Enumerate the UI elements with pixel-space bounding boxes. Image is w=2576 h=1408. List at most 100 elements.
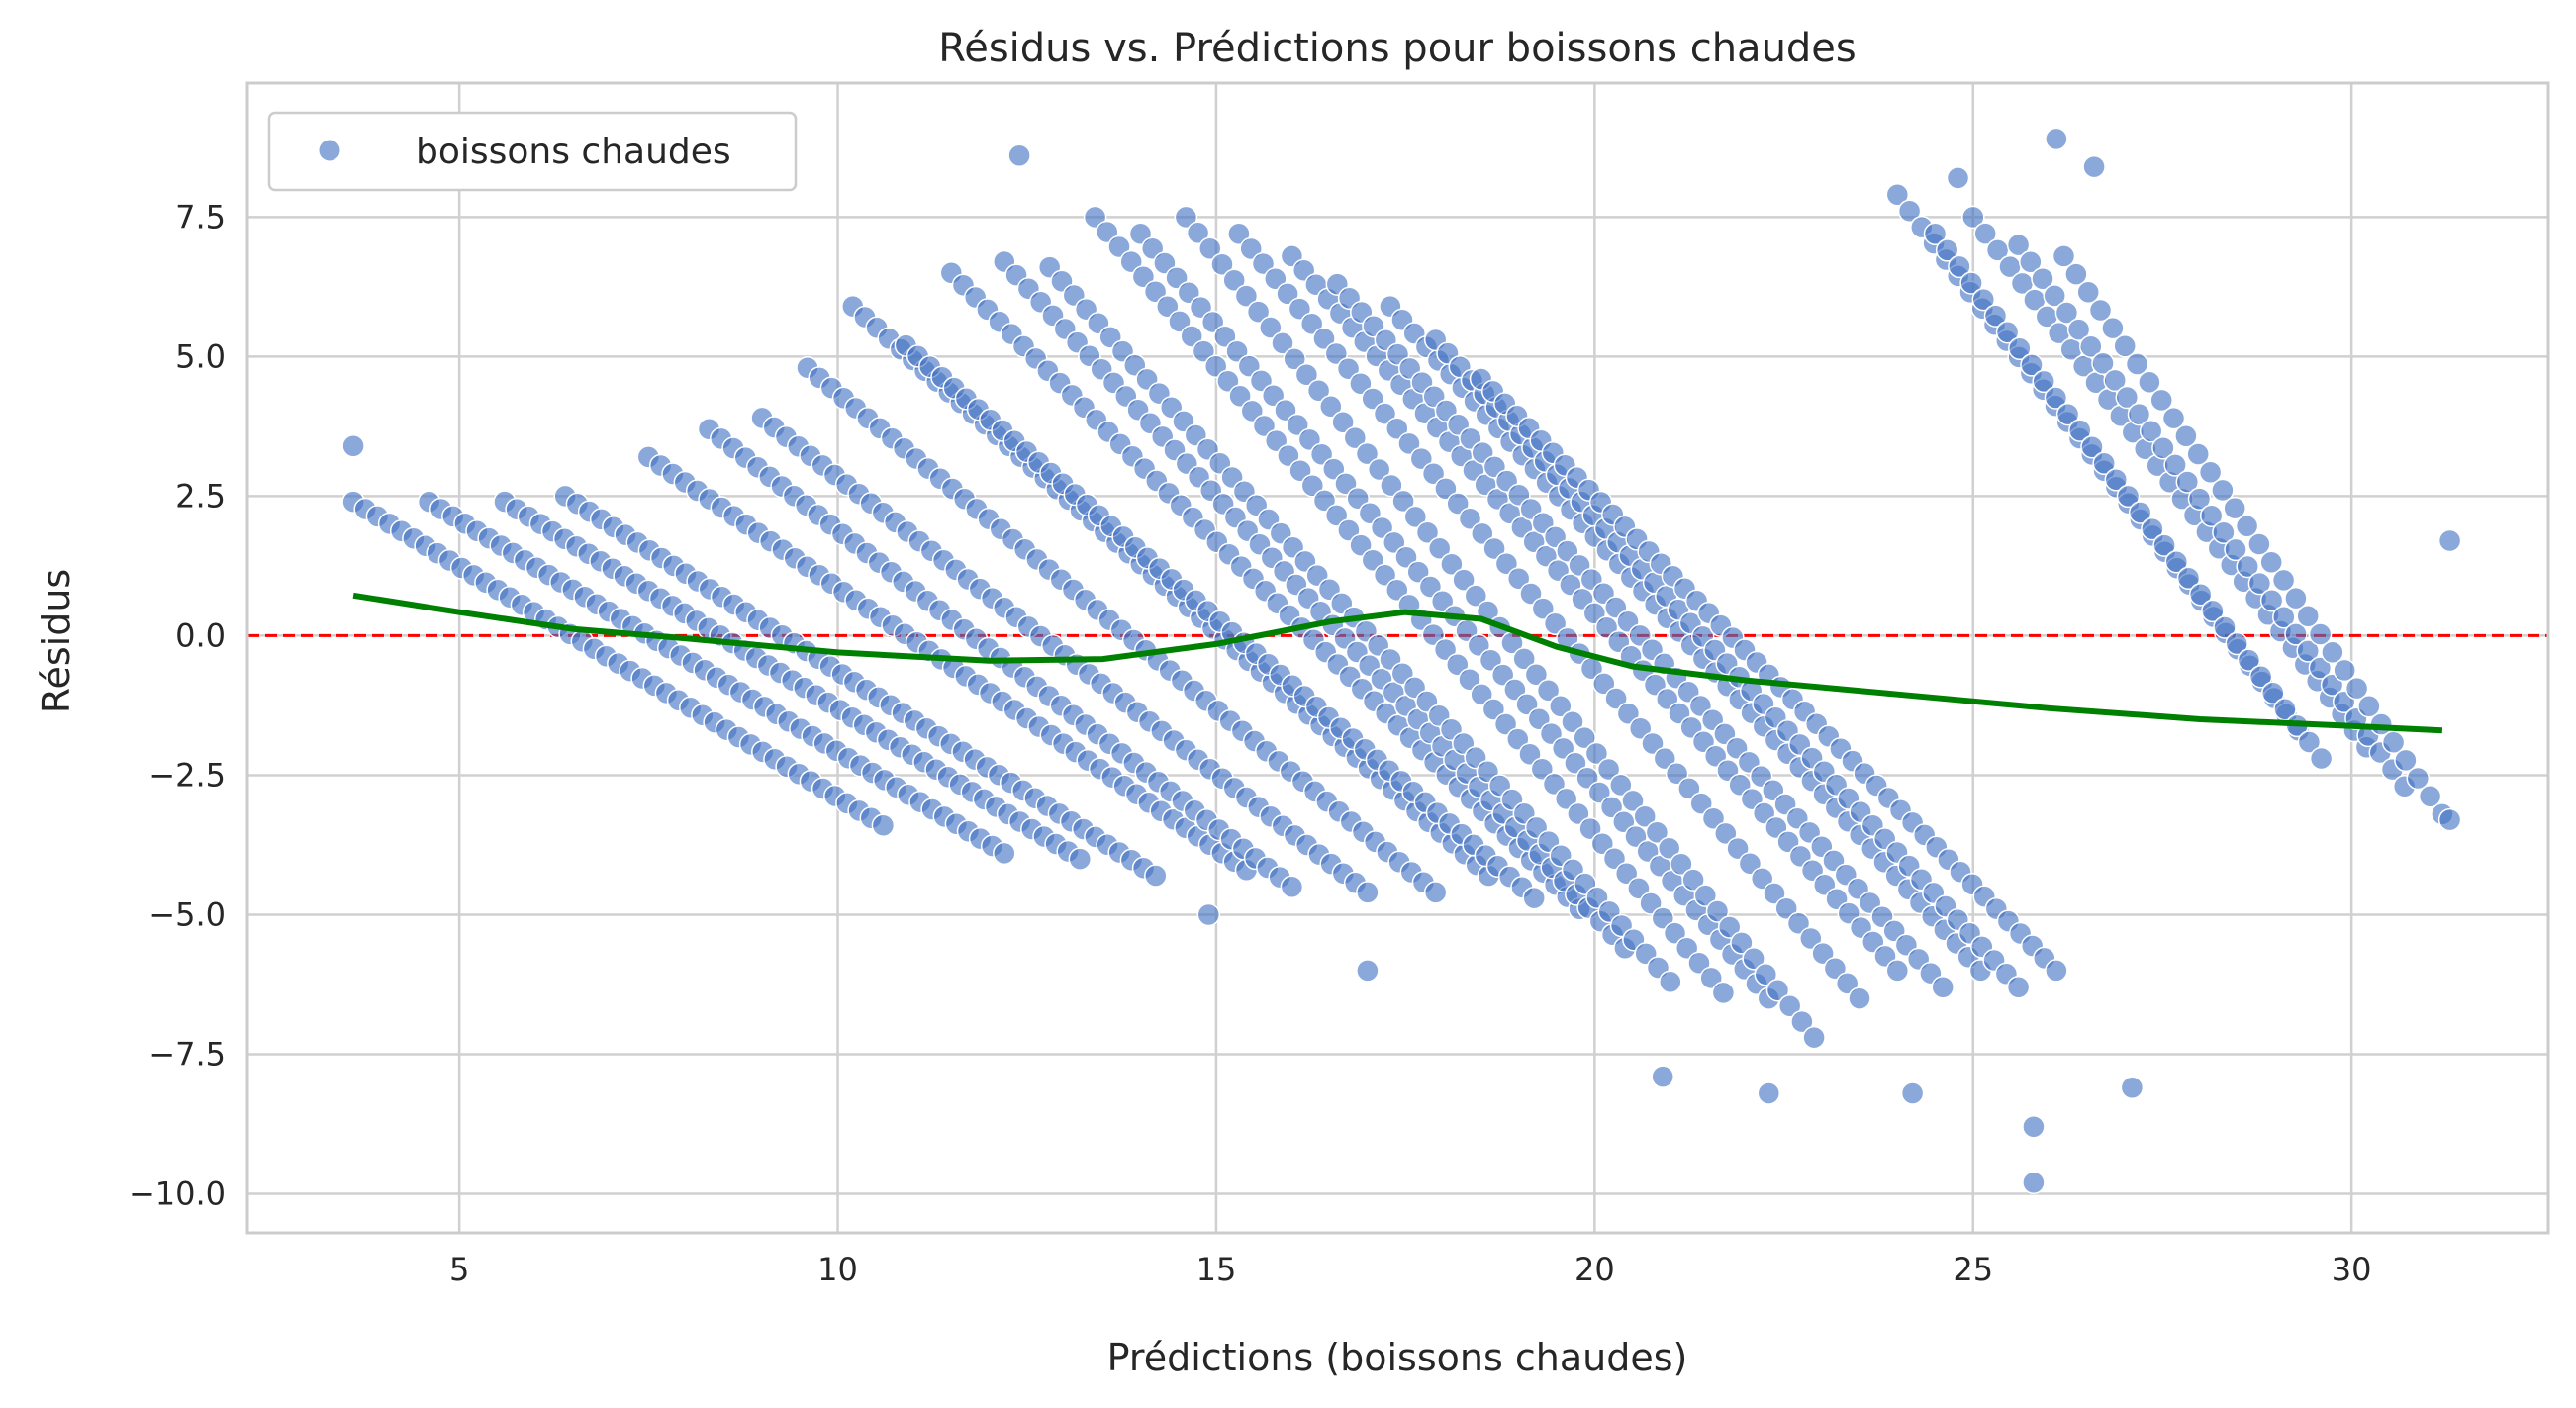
scatter-point-659 [1659, 970, 1682, 993]
scatter-point-1231 [2127, 402, 2151, 426]
y-tick-label-0: 7.5 [175, 198, 226, 235]
scatter-point-795 [1524, 663, 1549, 687]
scatter-point-1246 [2308, 656, 2333, 680]
scatter-point-853 [1641, 731, 1665, 756]
scatter-point-867 [1811, 941, 1835, 966]
scatter-point-1222 [2019, 249, 2043, 274]
scatter-point-1160 [1983, 304, 2008, 328]
scatter-point-1260 [2125, 352, 2149, 376]
scatter-point-862 [1750, 867, 1774, 891]
scatter-points [341, 127, 2462, 1194]
scatter-point-1182 [2248, 664, 2273, 689]
scatter-point-813 [1742, 947, 1765, 971]
scatter-point-776 [1294, 363, 1319, 387]
scatter-point-821 [1251, 251, 1276, 276]
scatter-point-782 [1367, 457, 1391, 482]
scatter-point-1300 [1356, 959, 1380, 983]
scatter-point-851 [1616, 702, 1641, 725]
scatter-point-809 [1693, 884, 1718, 907]
scatter-point-1241 [2247, 571, 2272, 596]
scatter-point-1168 [2080, 434, 2104, 459]
scatter-point-1268 [2223, 496, 2246, 520]
legend: boissons chaudes [267, 111, 798, 192]
scatter-point-1296 [2437, 528, 2462, 553]
scatter-point-835 [1421, 461, 1446, 486]
scatter-point-291 [1280, 875, 1304, 899]
scatter-point-1175 [2164, 549, 2189, 574]
scatter-point-1158 [1959, 271, 1983, 295]
scatter-point-1162 [2008, 336, 2032, 361]
scatter-point-823 [1276, 282, 1299, 306]
chart-title: Résidus vs. Prédictions pour boissons ch… [938, 26, 1857, 71]
scatter-point-815 [1765, 978, 1790, 1002]
scatter-point-845 [1543, 611, 1568, 636]
scatter-point-816 [1777, 993, 1802, 1018]
scatter-point-1226 [2066, 318, 2091, 341]
scatter-point-818 [1802, 1025, 1826, 1050]
scatter-point-1289 [1946, 166, 1970, 190]
scatter-point-1298 [341, 433, 365, 458]
scatter-point-822 [1264, 267, 1288, 291]
trend-line [352, 592, 2443, 734]
scatter-point-1167 [2068, 419, 2092, 442]
scatter-point-790 [1464, 584, 1488, 608]
scatter-point-921 [1885, 959, 1910, 983]
scatter-point-1170 [2104, 468, 2129, 492]
scatter-point-808 [1681, 868, 1705, 892]
y-axis-label: Résidus [35, 569, 78, 713]
scatter-point-786 [1415, 520, 1440, 545]
scatter-point-840 [1482, 536, 1506, 561]
scatter-point-1256 [2076, 280, 2100, 305]
scatter-point-794 [1512, 647, 1536, 671]
y-tick-label-2: 2.5 [175, 477, 226, 515]
scatter-point-1257 [2088, 298, 2113, 323]
scatter-point-1240 [2236, 554, 2259, 579]
scatter-point-783 [1380, 473, 1403, 498]
scatter-point-771 [1234, 284, 1259, 308]
scatter-point-841 [1494, 551, 1519, 576]
scatter-point-801 [1596, 757, 1621, 782]
scatter-point-797 [1549, 694, 1573, 718]
scatter-point-796 [1536, 679, 1561, 703]
scatter-point-1187 [2309, 746, 2334, 771]
scatter-point-843 [1519, 582, 1543, 606]
scatter-point-683 [1361, 548, 1385, 572]
scatter-point-1235 [2175, 470, 2200, 494]
scatter-point-1164 [2032, 369, 2055, 394]
scatter-point-1245 [2296, 639, 2320, 663]
scatter-point-831 [1373, 402, 1397, 425]
scatter-point-805 [1645, 820, 1670, 845]
scatter-point-1292 [1900, 1081, 1925, 1105]
scatter-point-810 [1705, 899, 1730, 923]
scatter-point-1281 [2381, 730, 2406, 754]
scatter-point-798 [1561, 709, 1584, 734]
scatter-point-1156 [1935, 238, 1959, 262]
scatter-point-1275 [2308, 622, 2333, 646]
scatter-point-1171 [2116, 484, 2141, 509]
legend-box [267, 111, 798, 192]
scatter-point-828 [1336, 356, 1361, 381]
scatter-point-1263 [2161, 406, 2186, 430]
scatter-point-802 [1609, 773, 1633, 798]
scatter-point-768 [1198, 236, 1222, 261]
scatter-point-865 [1786, 911, 1811, 936]
scatter-point-767 [1186, 221, 1210, 245]
y-tick-label-5: −5.0 [148, 895, 226, 933]
scatter-point-861 [1738, 851, 1763, 876]
scatter-point-1276 [2321, 640, 2344, 664]
scatter-point-773 [1259, 316, 1283, 339]
scatter-point-829 [1349, 372, 1373, 396]
y-tick-label-7: −10.0 [129, 1175, 226, 1213]
scatter-point-777 [1306, 379, 1331, 403]
scatter-point-774 [1271, 331, 1294, 355]
scatter-point-502 [1522, 886, 1546, 910]
scatter-point-869 [1835, 972, 1860, 995]
scatter-point-1272 [2271, 568, 2296, 593]
scatter-point-855 [1665, 762, 1689, 786]
scatter-point-1259 [2113, 334, 2137, 358]
scatter-point-1223 [2031, 267, 2054, 291]
scatter-point-1169 [2092, 451, 2116, 476]
scatter-point-817 [1790, 1009, 1814, 1034]
scatter-point-769 [1210, 252, 1234, 276]
scatter-point-772 [1246, 300, 1271, 324]
